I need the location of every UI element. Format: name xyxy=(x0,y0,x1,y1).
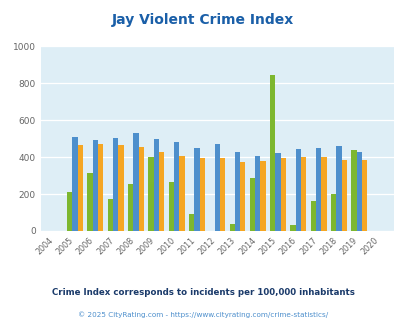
Bar xyxy=(148,157,153,231)
Bar xyxy=(133,133,138,231)
Bar xyxy=(113,138,118,231)
Bar xyxy=(199,158,205,231)
Bar xyxy=(336,146,341,231)
Bar xyxy=(260,161,265,231)
Bar xyxy=(255,156,260,231)
Text: Jay Violent Crime Index: Jay Violent Crime Index xyxy=(112,13,293,27)
Bar xyxy=(229,224,234,231)
Bar xyxy=(315,148,321,231)
Bar xyxy=(310,201,315,231)
Bar xyxy=(240,162,245,231)
Bar xyxy=(194,148,199,231)
Bar xyxy=(67,192,72,231)
Bar xyxy=(77,145,83,231)
Bar xyxy=(280,158,285,231)
Bar xyxy=(108,199,113,231)
Bar xyxy=(92,140,98,231)
Bar xyxy=(270,75,275,231)
Bar xyxy=(356,152,361,231)
Bar xyxy=(138,147,143,231)
Bar xyxy=(179,156,184,231)
Bar xyxy=(275,153,280,231)
Bar xyxy=(158,151,164,231)
Bar xyxy=(189,214,194,231)
Bar xyxy=(361,160,367,231)
Bar xyxy=(87,173,92,231)
Bar xyxy=(98,144,103,231)
Bar xyxy=(351,150,356,231)
Text: © 2025 CityRating.com - https://www.cityrating.com/crime-statistics/: © 2025 CityRating.com - https://www.city… xyxy=(78,312,327,318)
Bar xyxy=(290,224,295,231)
Bar xyxy=(330,194,336,231)
Bar xyxy=(220,158,224,231)
Bar xyxy=(153,139,159,231)
Bar xyxy=(249,178,255,231)
Bar xyxy=(118,145,123,231)
Bar xyxy=(128,184,133,231)
Bar xyxy=(168,182,173,231)
Bar xyxy=(234,151,240,231)
Bar xyxy=(173,142,179,231)
Text: Crime Index corresponds to incidents per 100,000 inhabitants: Crime Index corresponds to incidents per… xyxy=(51,287,354,297)
Bar xyxy=(72,137,77,231)
Bar xyxy=(295,149,301,231)
Bar xyxy=(321,157,326,231)
Bar xyxy=(341,160,346,231)
Bar xyxy=(214,144,220,231)
Bar xyxy=(300,157,305,231)
